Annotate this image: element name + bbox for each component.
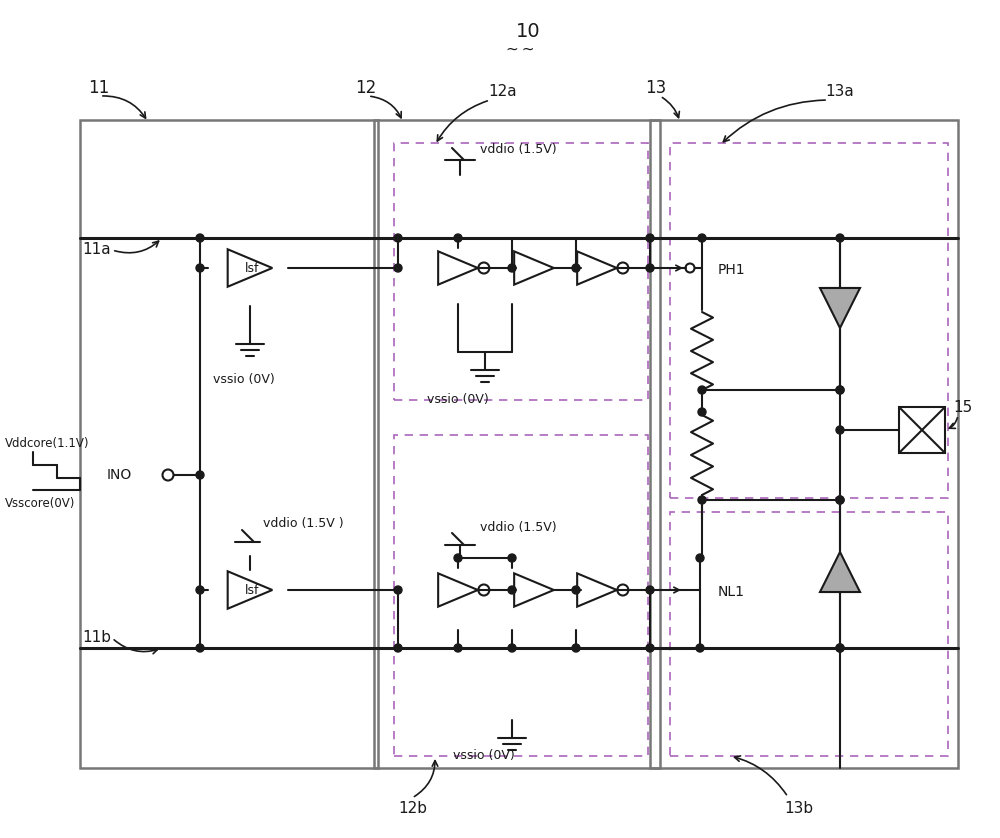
Circle shape [394,264,402,272]
Bar [374,120,660,768]
Circle shape [508,644,516,652]
Bar [899,407,945,453]
Text: lsf: lsf [245,583,259,597]
Text: vddio (1.5V): vddio (1.5V) [480,521,557,535]
Text: vssio (0V): vssio (0V) [213,374,275,386]
Circle shape [394,644,402,652]
Circle shape [646,264,654,272]
Circle shape [836,644,844,652]
Circle shape [508,264,516,272]
Circle shape [646,234,654,242]
Bar [670,143,948,498]
Bar [670,512,948,756]
Circle shape [508,554,516,562]
Text: 13a: 13a [825,85,854,100]
Text: lsf: lsf [245,261,259,275]
Circle shape [196,471,204,479]
Text: 13b: 13b [784,800,813,815]
Text: 13: 13 [645,79,666,97]
Text: vddio (1.5V): vddio (1.5V) [480,143,557,157]
Text: PH1: PH1 [718,263,746,277]
Circle shape [454,554,462,562]
Circle shape [696,644,704,652]
Text: Vddcore(1.1V): Vddcore(1.1V) [5,437,90,451]
Circle shape [698,386,706,394]
Circle shape [454,644,462,652]
Text: 11: 11 [88,79,109,97]
Circle shape [698,234,706,242]
Circle shape [698,496,706,504]
Text: 12b: 12b [398,800,427,815]
Text: vssio (0V): vssio (0V) [427,394,489,406]
Text: vssio (0V): vssio (0V) [453,748,515,762]
Text: INO: INO [107,468,132,482]
Text: Vsscore(0V): Vsscore(0V) [5,496,75,510]
Text: 12a: 12a [488,85,517,100]
Circle shape [698,408,706,416]
Circle shape [836,386,844,394]
Circle shape [836,426,844,434]
Circle shape [508,586,516,594]
Bar [80,120,378,768]
Text: 15: 15 [953,401,972,416]
Text: 11b: 11b [82,630,111,645]
Circle shape [836,644,844,652]
Circle shape [572,264,580,272]
Circle shape [394,234,402,242]
Text: 10: 10 [516,23,540,42]
Bar [650,120,958,768]
Circle shape [572,644,580,652]
Circle shape [454,234,462,242]
Text: 12: 12 [355,79,376,97]
Circle shape [646,644,654,652]
Circle shape [836,234,844,242]
Text: 11a: 11a [82,242,111,257]
Circle shape [196,644,204,652]
Circle shape [836,386,844,394]
Circle shape [646,586,654,594]
Circle shape [196,234,204,242]
Circle shape [196,264,204,272]
Bar [394,143,648,400]
Text: vddio (1.5V ): vddio (1.5V ) [263,518,344,530]
Circle shape [696,554,704,562]
Bar [394,435,648,756]
Circle shape [196,586,204,594]
Circle shape [836,496,844,504]
Polygon shape [820,288,860,328]
Text: NL1: NL1 [718,585,745,599]
Polygon shape [820,552,860,592]
Circle shape [394,586,402,594]
Circle shape [836,496,844,504]
Circle shape [572,586,580,594]
Text: ~ ~: ~ ~ [506,43,534,58]
